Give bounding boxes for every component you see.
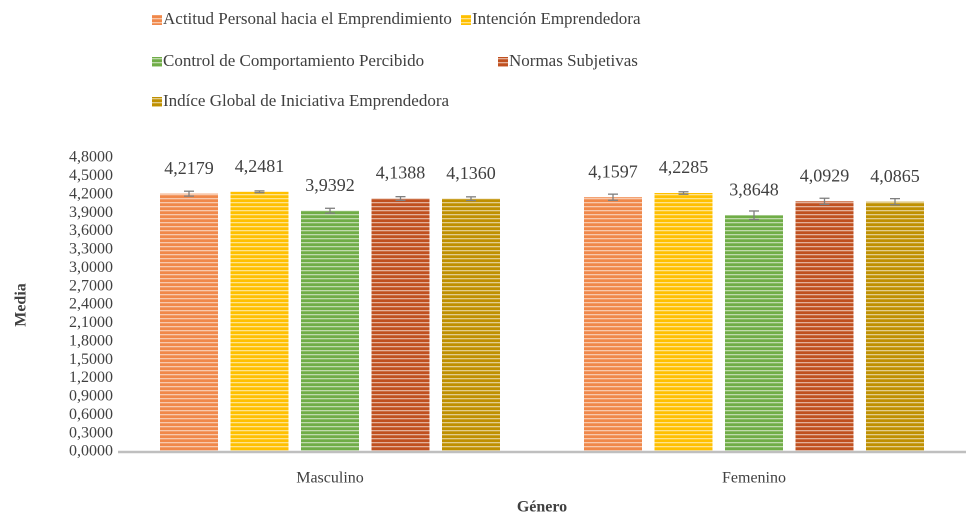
value-label: 4,1597 [588, 161, 638, 181]
legend-swatch [498, 57, 508, 67]
legend-swatch [152, 15, 162, 25]
bar [654, 193, 713, 452]
value-label: 4,2179 [164, 158, 214, 178]
error-bar [395, 196, 406, 201]
error-bar [254, 190, 265, 194]
y-tick-label: 3,6000 [69, 222, 113, 239]
x-axis-title: Género [517, 499, 567, 516]
bar [442, 198, 500, 452]
value-label: 3,8648 [729, 179, 779, 199]
y-tick-label: 3,3000 [69, 241, 113, 258]
value-label: 4,2285 [659, 157, 709, 177]
bar [584, 197, 642, 452]
x-tick-label: Femenino [722, 470, 786, 487]
y-tick-label: 3,9000 [69, 204, 113, 221]
value-label: 4,1388 [376, 163, 426, 183]
error-bar [325, 207, 335, 214]
y-tick-label: 2,7000 [69, 277, 113, 294]
y-axis-title: Media [13, 283, 30, 327]
y-tick-label: 4,2000 [69, 185, 113, 202]
y-tick-label: 0,6000 [69, 406, 113, 423]
error-bar [678, 191, 689, 195]
y-tick-label: 2,4000 [69, 296, 113, 313]
error-bar [184, 190, 194, 197]
legend-swatch [152, 57, 162, 67]
y-tick-label: 0,3000 [69, 424, 113, 441]
value-label: 4,0865 [870, 166, 920, 186]
value-label: 3,9392 [305, 175, 355, 195]
y-tick-label: 2,1000 [69, 314, 113, 331]
bar [866, 201, 924, 452]
error-bar [608, 193, 618, 201]
y-tick-label: 1,2000 [69, 369, 113, 386]
error-bar [466, 196, 476, 202]
legend-label: Control de Comportamiento Percibido [163, 51, 424, 70]
legend-swatch [152, 97, 162, 107]
legend-label: Indíce Global de Iniciativa Emprendedora [163, 91, 449, 110]
y-tick-label: 0,0000 [69, 443, 113, 460]
legend-label: Normas Subjetivas [509, 51, 638, 70]
bar [725, 215, 783, 452]
value-label: 4,0929 [800, 165, 850, 185]
y-tick-label: 1,8000 [69, 332, 113, 349]
y-tick-label: 4,5000 [69, 167, 113, 184]
y-tick-label: 3,0000 [69, 259, 113, 276]
bar [230, 191, 289, 452]
value-label: 4,1360 [446, 163, 496, 183]
y-tick-label: 0,9000 [69, 388, 113, 405]
error-bar [749, 210, 759, 221]
error-bar [819, 197, 830, 206]
bar [795, 201, 854, 452]
y-tick-label: 4,8000 [69, 149, 113, 166]
bar [371, 198, 430, 452]
legend-swatch [461, 15, 471, 25]
x-tick-label: Masculino [296, 470, 364, 487]
legend-label: Intención Emprendedora [472, 9, 641, 28]
legend-label: Actitud Personal hacia el Emprendimiento [163, 9, 452, 28]
bar [301, 210, 359, 452]
error-bar [890, 197, 900, 206]
value-label: 4,2481 [235, 156, 285, 176]
y-tick-label: 1,5000 [69, 351, 113, 368]
bar [160, 193, 218, 452]
